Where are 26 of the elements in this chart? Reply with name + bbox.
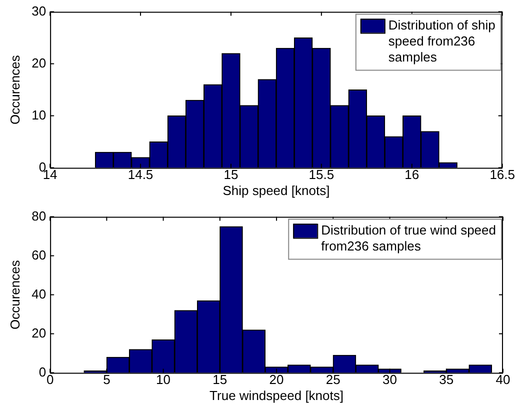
y-tick-label: 20	[32, 325, 46, 340]
x-tick-label: 5	[103, 372, 110, 388]
x-tick-label: 15	[224, 167, 238, 182]
y-tick-label: 60	[32, 247, 46, 262]
legend-label: Distribution of ship speed from236 samples	[388, 17, 496, 64]
x-tick-label: 10	[156, 372, 171, 388]
y-tick-label: 40	[32, 286, 46, 302]
x-tick-label: 15	[212, 372, 228, 388]
y-tick-label: 10	[32, 107, 46, 122]
legend-label: Distribution of true wind speed from236 samples	[321, 222, 496, 254]
x-tick-label: 16	[404, 167, 420, 182]
x-tick-label: 40	[496, 372, 510, 388]
y-tick-label: 20	[32, 55, 46, 70]
y-axis-title: Occurences	[7, 54, 22, 124]
x-tick-label: 20	[269, 372, 284, 388]
x-tick-label: 15.5	[308, 167, 334, 182]
x-tick-label: 16.5	[490, 167, 515, 182]
x-tick-label: 30	[382, 372, 397, 388]
y-tick-label: 30	[32, 3, 46, 18]
x-axis-title: True windspeed [knots]	[210, 388, 344, 403]
x-axis-title: Ship speed [knots]	[222, 182, 330, 198]
y-axis-title: Occurences	[7, 260, 22, 330]
x-tick-label: 35	[439, 372, 454, 388]
y-tick-label: 80	[32, 208, 46, 224]
x-tick-label: 25	[326, 372, 340, 388]
x-tick-label: 14.5	[128, 167, 154, 182]
